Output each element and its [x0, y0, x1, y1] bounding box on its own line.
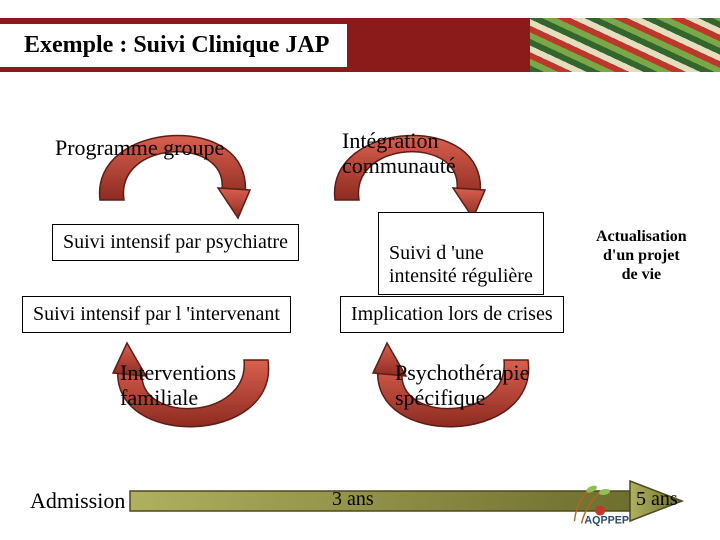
logo-aqppep: AQPPEP — [558, 482, 648, 532]
label-psychotherapie: Psychothérapie spécifique — [395, 360, 529, 411]
box-label: Suivi intensif par psychiatre — [63, 231, 288, 253]
box-label: Suivi intensif par l 'intervenant — [33, 303, 280, 325]
label-integration-communaute: Intégration communauté — [342, 128, 456, 179]
box-suivi-psychiatre: Suivi intensif par psychiatre — [52, 224, 299, 261]
page-title: Exemple : Suivi Clinique JAP — [0, 24, 347, 67]
title-decor-image — [530, 18, 720, 72]
label-actualisation: Actualisation d'un projet de vie — [596, 227, 687, 285]
box-suivi-intervenant: Suivi intensif par l 'intervenant — [22, 296, 291, 333]
box-suivi-reguliere: Suivi d 'une intensité régulière — [378, 212, 544, 295]
label-admission: Admission — [30, 488, 125, 513]
label-3ans: 3 ans — [332, 488, 374, 511]
box-label: Suivi d 'une intensité régulière — [389, 242, 533, 288]
label-interventions-familiale: Interventions familiale — [120, 360, 236, 411]
box-implication-crises: Implication lors de crises — [340, 296, 564, 333]
label-programme-groupe: Programme groupe — [55, 135, 224, 160]
label-5ans: 5 ans — [636, 488, 678, 511]
title-bar: Exemple : Suivi Clinique JAP — [0, 18, 720, 72]
logo-text: AQPPEP — [584, 514, 629, 526]
box-label: Implication lors de crises — [351, 303, 553, 325]
